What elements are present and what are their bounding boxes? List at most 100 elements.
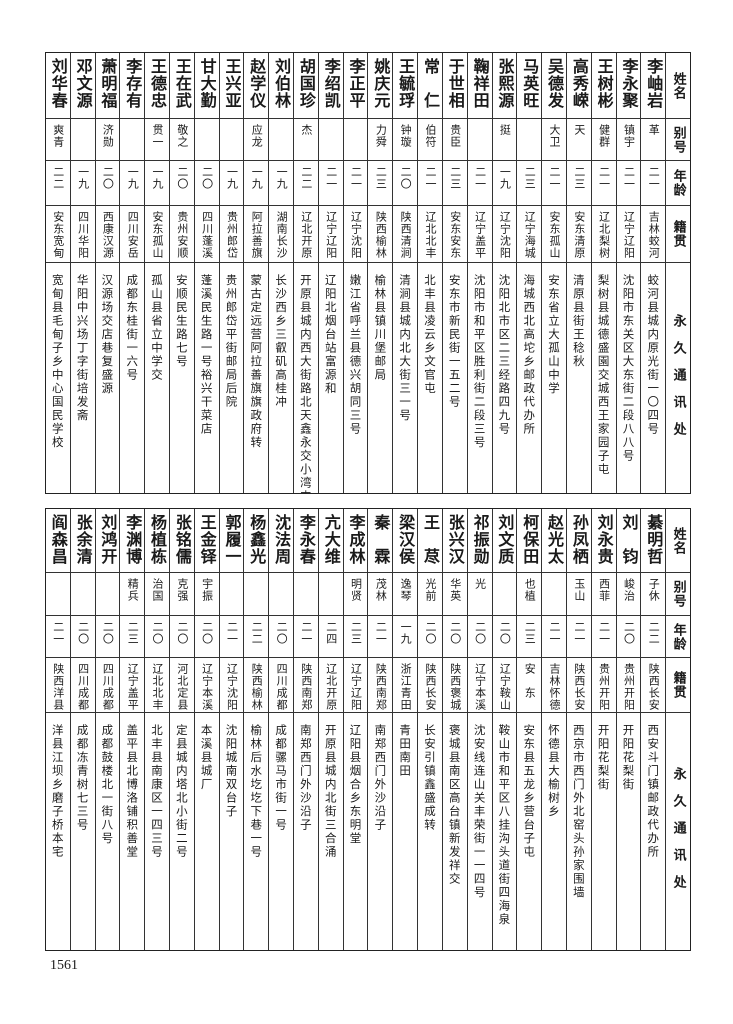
alias-text: 宇振 (200, 578, 214, 602)
age-text: 二〇 (399, 166, 413, 190)
address-text: 辽阳北烟台站富源和 (323, 274, 338, 396)
name-cell: 张兴汉 (442, 509, 467, 573)
name-text: 刘永贵 (594, 514, 614, 565)
name-cell: 郭履一 (219, 509, 244, 573)
origin-cell: 辽宁盖平 (120, 658, 145, 713)
age-text: 二一 (597, 621, 611, 645)
age-text: 二三 (523, 621, 537, 645)
origin-text: 贵州安顺 (175, 211, 189, 259)
name-cell: 赵学仪 (244, 53, 269, 119)
age-cell: 二〇 (95, 161, 120, 206)
origin-cell: 辽北北丰 (145, 658, 169, 713)
origin-cell: 阿拉善旗 (244, 206, 269, 263)
name-cell: 王金铎 (194, 509, 219, 573)
age-text: 二〇 (151, 621, 165, 645)
age-text: 二〇 (473, 621, 487, 645)
table-row: 梁汉侯 逸琴 一九 浙江青田 青田南田 (392, 509, 418, 950)
age-text: 二一 (473, 166, 487, 190)
alias-text: 茂林 (374, 578, 388, 602)
age-cell: 一九 (393, 616, 418, 658)
table-row: 沈法周 二〇 四川成都 成都骡马市街一号 (268, 509, 293, 950)
age-cell: 一九 (269, 161, 293, 206)
name-text: 李绍凯 (321, 58, 341, 109)
address-text: 宽甸县毛甸子乡中心国民学校 (50, 274, 65, 450)
age-cell: 二二 (641, 616, 666, 658)
name-cell: 刘文质 (492, 509, 517, 573)
name-cell: 李正平 (343, 53, 368, 119)
age-text: 二〇 (498, 621, 512, 645)
table-row: 张熙源挺一九 辽宁沈阳 沈阳北市区二三经路四九号 (491, 53, 517, 493)
address-text: 本溪县城厂 (199, 724, 214, 792)
alias-cell (467, 119, 492, 161)
table-row: 张铭儒 克强 二〇 河北定县 定县城内塔北小街二号 (168, 509, 194, 950)
name-text: 李永春 (296, 514, 316, 565)
name-cell: 李绍凯 (318, 53, 343, 119)
age-cell: 二三 (517, 616, 542, 658)
age-text: 二四 (324, 621, 338, 645)
alias-cell: 贯一 (145, 119, 169, 161)
address-cell: 北丰县凌云乡文官屯 (418, 263, 442, 493)
name-text: 姓名 (670, 71, 686, 100)
alias-cell (318, 119, 343, 161)
table-row: 李岫岩革二一 吉林蛟河 蛟河县城内原光街一〇四号 (640, 53, 666, 493)
alias-cell: 应龙 (244, 119, 269, 161)
name-cell: 秦 霖 (368, 509, 393, 573)
age-cell: 二二 (244, 616, 269, 658)
alias-cell: 钟璇 (393, 119, 418, 161)
age-text: 二一 (647, 166, 661, 190)
origin-text: 辽宁盖平 (126, 663, 140, 711)
address-text: 安顺民生路七号 (174, 274, 189, 369)
origin-cell: 四川蓬溪 (194, 206, 219, 263)
origin-text: 陕西长安 (647, 663, 661, 711)
address-cell: 汉源场交店巷复盛源 (96, 263, 120, 493)
address-cell: 海城西北高坨乡邮政代办所 (517, 263, 541, 493)
alias-text: 镇宇 (622, 124, 636, 148)
origin-text: 辽宁辽阳 (622, 211, 636, 259)
address-cell: 榆林后水圪圪下巷一号 (244, 713, 268, 950)
origin-text: 安 东 (523, 663, 537, 699)
origin-text: 陕西褒城 (448, 663, 462, 711)
age-text: 二三 (523, 166, 537, 190)
name-cell: 常 仁 (418, 53, 442, 119)
age-text: 二〇 (200, 621, 214, 645)
origin-text: 四川蓬溪 (200, 211, 214, 259)
header-column: 姓名 别号 年龄 籍贯 永久通讯处 (665, 53, 690, 493)
alias-cell: 伯符 (418, 119, 442, 161)
address-text: 长沙西乡三叡矶高桂冲 (274, 274, 289, 409)
age-cell: 二一 (591, 161, 616, 206)
name-cell: 李成林 (343, 509, 368, 573)
address-cell: 开原县城内北街三合涌 (319, 713, 343, 950)
age-cell: 二一 (542, 616, 566, 658)
origin-text: 西康汉源 (101, 211, 115, 259)
name-cell: 李存有 (120, 53, 145, 119)
table-row: 王兴亚 一九 贵州郎岱 贵州郎岱平街邮局后院 (218, 53, 244, 493)
address-text: 梨树县城德盛園交城西王家园子屯 (596, 274, 611, 477)
origin-cell: 陕西褒城 (442, 658, 467, 713)
name-cell: 李永聚 (616, 53, 641, 119)
age-cell: 一九 (145, 161, 169, 206)
age-cell: 二一 (343, 161, 368, 206)
name-cell: 马英旺 (517, 53, 542, 119)
name-cell: 綦明哲 (641, 509, 666, 573)
name-text: 高秀嵘 (569, 58, 589, 109)
alias-cell: 杰 (294, 119, 318, 161)
alias-cell (517, 119, 542, 161)
address-cell: 长安引镇鑫盛成转 (418, 713, 442, 950)
name-text: 李成林 (346, 514, 366, 565)
address-cell: 长沙西乡三叡矶高桂冲 (269, 263, 293, 493)
name-cell: 祁振勋 (467, 509, 492, 573)
age-cell: 二一 (467, 161, 492, 206)
address-cell: 辽阳北烟台站富源和 (319, 263, 343, 493)
alias-cell (542, 573, 566, 616)
alias-cell: 逸琴 (393, 573, 418, 616)
age-text: 二〇 (175, 166, 189, 190)
address-cell: 开阳花梨街 (617, 713, 641, 950)
alias-cell: 克强 (169, 573, 194, 616)
age-text: 二〇 (101, 621, 115, 645)
table-row: 赵学仪 应龙 一九 阿拉善旗 蒙古定远营阿拉善旗旗政府转 (243, 53, 269, 493)
name-text: 姚庆元 (371, 58, 391, 109)
name-cell: 赵光太 (542, 509, 566, 573)
age-text: 二〇 (448, 621, 462, 645)
origin-cell: 陕西榆林 (368, 206, 393, 263)
age-text: 二一 (423, 166, 437, 190)
